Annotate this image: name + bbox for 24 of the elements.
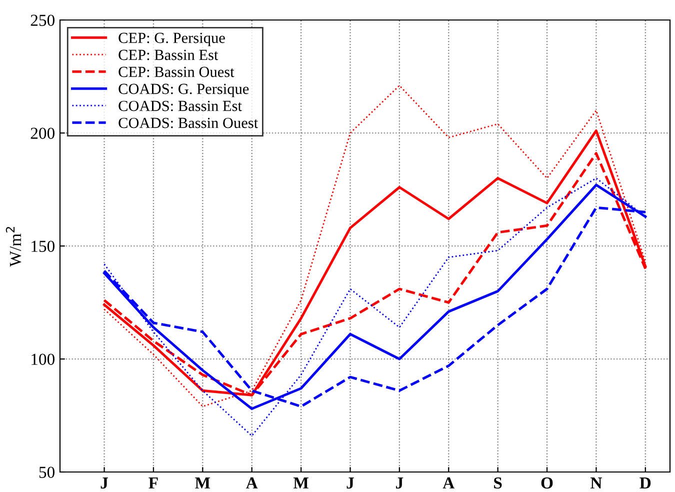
x-tick-label: M [293, 478, 308, 488]
y-tick-label: 100 [32, 354, 55, 365]
legend-label: CEP: G. Persique [118, 32, 225, 46]
legend-label: CEP: Bassin Est [118, 50, 218, 60]
y-tick-label: 150 [32, 240, 55, 252]
x-tick-label: F [148, 478, 158, 488]
y-tick-label: 250 [30, 14, 55, 26]
x-tick-label: J [396, 478, 404, 489]
legend-label: COADS: Bassin Est [118, 100, 242, 112]
legend-label: COADS: G. Persique [118, 84, 249, 98]
y-tick-label: 50 [39, 466, 55, 478]
x-tick-label: J [100, 478, 108, 489]
x-tick-label: J [346, 478, 354, 489]
x-tick-label: D [640, 478, 651, 488]
y-axis-title: W/m$^{2}$ [6, 227, 22, 267]
x-tick-label: O [541, 477, 553, 489]
y-tick-label: 200 [30, 128, 55, 139]
legend-label: COADS: Bassin Ouest [118, 118, 258, 128]
x-tick-label: A [246, 477, 258, 488]
x-tick-label: M [195, 478, 210, 488]
x-tick-label: S [494, 477, 502, 489]
x-tick-label: N [590, 478, 602, 488]
x-tick-label: A [442, 477, 455, 488]
legend-label: CEP: Bassin Ouest [118, 66, 234, 78]
